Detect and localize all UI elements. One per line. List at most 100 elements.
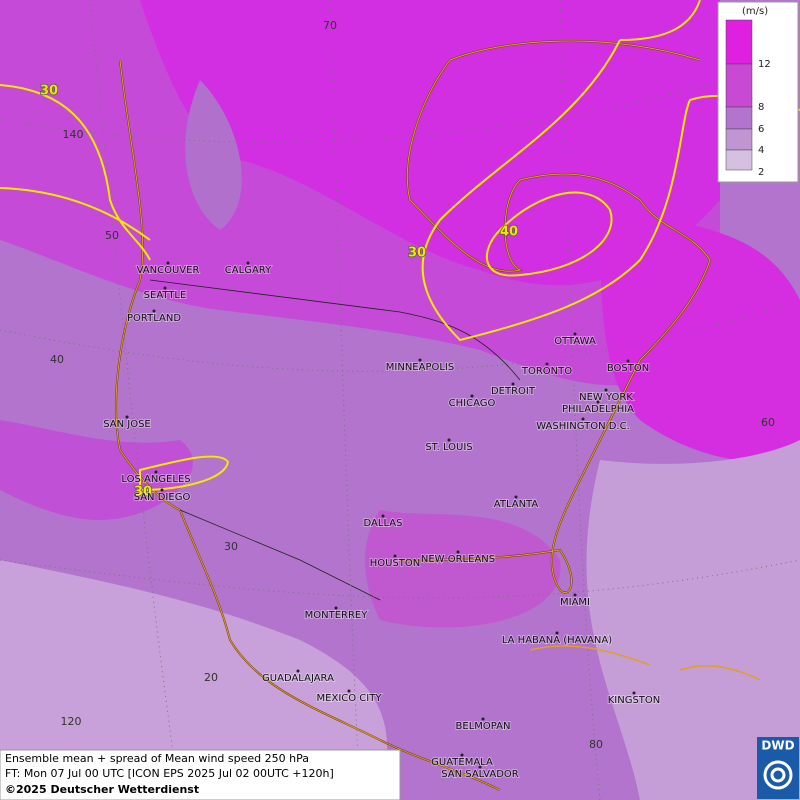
city-dot — [604, 388, 608, 392]
city-dot — [596, 400, 600, 404]
legend-swatch — [725, 149, 753, 171]
city-label: GUADALAJARA — [262, 673, 334, 684]
city-label: SAN DIEGO — [134, 492, 191, 503]
grid-label: 50 — [105, 229, 119, 242]
city-label: GUATEMALA — [431, 757, 493, 768]
city-dot — [296, 669, 300, 673]
legend-swatch — [725, 128, 753, 151]
city-label: SEATTLE — [144, 290, 187, 301]
city-dot — [632, 691, 636, 695]
city-dot — [246, 261, 250, 265]
city-label: ST. LOUIS — [425, 442, 472, 453]
legend-label: 12 — [758, 59, 771, 70]
city-label: BOSTON — [607, 363, 649, 374]
city-dot — [160, 488, 164, 492]
city-label: PHILADELPHIA — [562, 404, 634, 415]
city-label: NEW YORK — [579, 392, 633, 403]
city-dot — [125, 415, 129, 419]
city-dot — [393, 554, 397, 558]
city-label: WASHINGTON D.C. — [536, 421, 630, 432]
legend-label: 6 — [758, 124, 764, 135]
city-label: HOUSTON — [370, 558, 421, 569]
city-label: OTTAWA — [554, 336, 596, 347]
city-label: SAN JOSE — [103, 419, 151, 430]
grid-label: 140 — [63, 128, 84, 141]
coastlines — [115, 40, 761, 791]
city-label: MEXICO CITY — [317, 693, 383, 704]
footer-line: Ensemble mean + spread of Mean wind spee… — [5, 752, 309, 765]
grid-label: 30 — [224, 540, 238, 553]
city-dot — [555, 631, 559, 635]
grid-labels: 70 140 50 40 60 30 20 120 80 — [50, 19, 775, 751]
city-dot — [347, 689, 351, 693]
logo-swirl — [763, 760, 793, 790]
city-dot — [626, 359, 630, 363]
city-label: NEW ORLEANS — [421, 554, 495, 565]
footer-box — [0, 749, 401, 800]
city-label: LA HABANA (HAVANA) — [502, 635, 612, 646]
legend: (m/s) 12 8 6 4 2 — [717, 1, 799, 183]
city-label: SAN SALVADOR — [441, 769, 518, 780]
city-dot — [154, 470, 158, 474]
city-label: ATLANTA — [494, 499, 539, 510]
city-label: MINNEAPOLIS — [386, 362, 454, 373]
footer-line: FT: Mon 07 Jul 00 UTC [ICON EPS 2025 Jul… — [5, 767, 334, 780]
footer-line: ©2025 Deutscher Wetterdienst — [5, 783, 199, 796]
logo-text: DWD — [761, 739, 794, 753]
isotachs — [0, 0, 800, 492]
city-dot — [163, 286, 167, 290]
city-dot — [447, 438, 451, 442]
city-label: DALLAS — [364, 518, 403, 529]
grid-label: 40 — [50, 353, 64, 366]
city-labels: VANCOUVER CALGARY SEATTLE PORTLAND MINNEAPOL… — [102, 261, 661, 781]
city-label: BELMOPAN — [456, 721, 511, 732]
legend-label: 8 — [758, 102, 764, 113]
dwd-logo: DWD — [757, 737, 799, 799]
city-label: LOS ANGELES — [121, 474, 190, 485]
city-dot — [478, 765, 482, 769]
contour-label: 30 — [40, 84, 58, 99]
grid-label: 60 — [761, 416, 775, 429]
city-dot — [511, 382, 515, 386]
logo-swirl — [770, 767, 786, 783]
contour-label: 40 — [500, 225, 518, 240]
city-label: TORONTO — [521, 366, 572, 377]
city-dot — [545, 362, 549, 366]
city-dot — [481, 717, 485, 721]
city-label: KINGSTON — [608, 695, 661, 706]
city-dot — [334, 606, 338, 610]
city-dot — [381, 514, 385, 518]
city-label: DETROIT — [491, 386, 536, 397]
city-label: MONTERREY — [305, 610, 369, 621]
city-label: CALGARY — [225, 265, 272, 276]
footer: Ensemble mean + spread of Mean wind spee… — [0, 749, 401, 800]
city-dot — [470, 394, 474, 398]
city-dot — [573, 593, 577, 597]
grid-label: 120 — [61, 715, 82, 728]
grid-label: 20 — [204, 671, 218, 684]
city-dot — [152, 309, 156, 313]
city-dot — [166, 261, 170, 265]
grid-label: 70 — [323, 19, 337, 32]
legend-swatch — [725, 106, 753, 130]
city-label: VANCOUVER — [137, 265, 200, 276]
city-dot — [573, 332, 577, 336]
grid-label: 80 — [589, 738, 603, 751]
city-label: MIAMI — [560, 597, 590, 608]
legend-swatch — [725, 63, 753, 108]
city-dot — [418, 358, 422, 362]
city-dot — [514, 495, 518, 499]
legend-label: 4 — [758, 145, 764, 156]
legend-swatch — [725, 19, 753, 65]
contour-labels: 30 40 30 30 — [39, 83, 519, 501]
city-label: CHICAGO — [449, 398, 496, 409]
legend-unit: (m/s) — [742, 6, 768, 17]
city-dot — [581, 417, 585, 421]
legend-label: 2 — [758, 167, 764, 178]
contour-label: 30 — [408, 246, 426, 261]
contour-label: 30 — [134, 485, 152, 500]
city-dot — [456, 550, 460, 554]
city-dot — [460, 753, 464, 757]
